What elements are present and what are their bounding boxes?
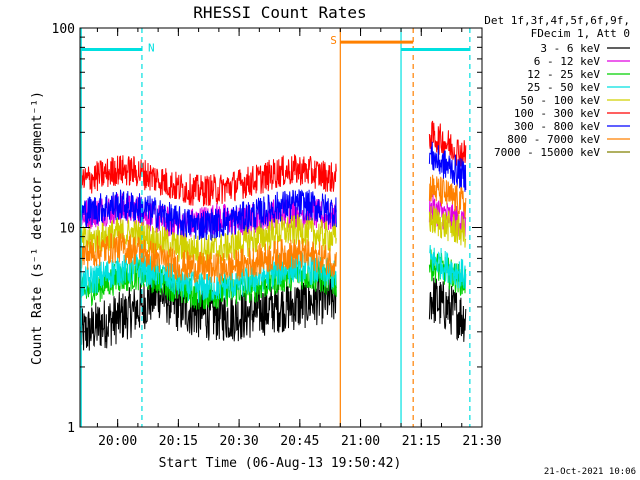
x-tick-label: 20:45 bbox=[280, 434, 319, 449]
y-axis-label: Count Rate (s⁻¹ detector segment⁻¹) bbox=[30, 91, 45, 365]
x-tick-label: 20:30 bbox=[220, 434, 259, 449]
footer-timestamp: 21-Oct-2021 10:06 bbox=[544, 467, 636, 477]
legend-label: 7000 - 15000 keV bbox=[494, 146, 600, 159]
series-trace bbox=[80, 271, 337, 351]
legend-label: 25 - 50 keV bbox=[527, 81, 600, 94]
legend-label: 50 - 100 keV bbox=[521, 94, 601, 107]
chart-title: RHESSI Count Rates bbox=[193, 3, 366, 22]
x-tick-label: 20:15 bbox=[159, 434, 198, 449]
x-tick-label: 21:30 bbox=[462, 434, 501, 449]
y-tick-label: 100 bbox=[52, 22, 75, 37]
series-100-300-kev bbox=[80, 120, 467, 207]
series-trace bbox=[429, 244, 467, 289]
y-axis-ticks: 1 10 100 bbox=[52, 22, 482, 436]
x-tick-label: 21:00 bbox=[341, 434, 380, 449]
series-trace bbox=[80, 251, 337, 303]
legend-label: 300 - 800 keV bbox=[514, 120, 600, 133]
state-label: N bbox=[148, 42, 155, 55]
legend-label: 6 - 12 keV bbox=[534, 55, 601, 68]
series-trace bbox=[428, 141, 467, 192]
state-label: S bbox=[330, 34, 337, 47]
series-trace bbox=[428, 174, 467, 219]
legend: Det 1f,3f,4f,5f,6f,9f, FDecim 1, Att 0 3… bbox=[484, 14, 630, 159]
y-tick-label: 10 bbox=[59, 222, 75, 237]
series-trace bbox=[80, 189, 337, 242]
x-tick-label: 20:00 bbox=[98, 434, 137, 449]
series-trace bbox=[428, 205, 467, 248]
series-trace bbox=[428, 277, 467, 342]
data-layer bbox=[80, 120, 467, 351]
series-trace bbox=[80, 231, 337, 285]
legend-label: 800 - 7000 keV bbox=[507, 133, 600, 146]
series-300-800-kev bbox=[80, 141, 467, 242]
legend-label: 100 - 300 keV bbox=[514, 107, 600, 120]
legend-label: 3 - 6 keV bbox=[540, 42, 600, 55]
legend-header-line-1: Det 1f,3f,4f,5f,6f,9f, bbox=[484, 14, 630, 27]
x-axis-label: Start Time (06-Aug-13 19:50:42) bbox=[159, 456, 402, 471]
series-3-6-kev bbox=[80, 271, 467, 351]
series-trace bbox=[80, 154, 337, 207]
series-25-50-kev bbox=[80, 244, 467, 303]
legend-label: 12 - 25 keV bbox=[527, 68, 600, 81]
series-800-7000-kev bbox=[80, 174, 467, 285]
x-axis-ticks: 20:00 20:15 20:30 20:45 21:00 21:15 21:30 bbox=[96, 28, 502, 449]
legend-header-line-2: FDecim 1, Att 0 bbox=[531, 27, 630, 40]
y-tick-label: 1 bbox=[67, 421, 75, 436]
x-tick-label: 21:15 bbox=[402, 434, 441, 449]
